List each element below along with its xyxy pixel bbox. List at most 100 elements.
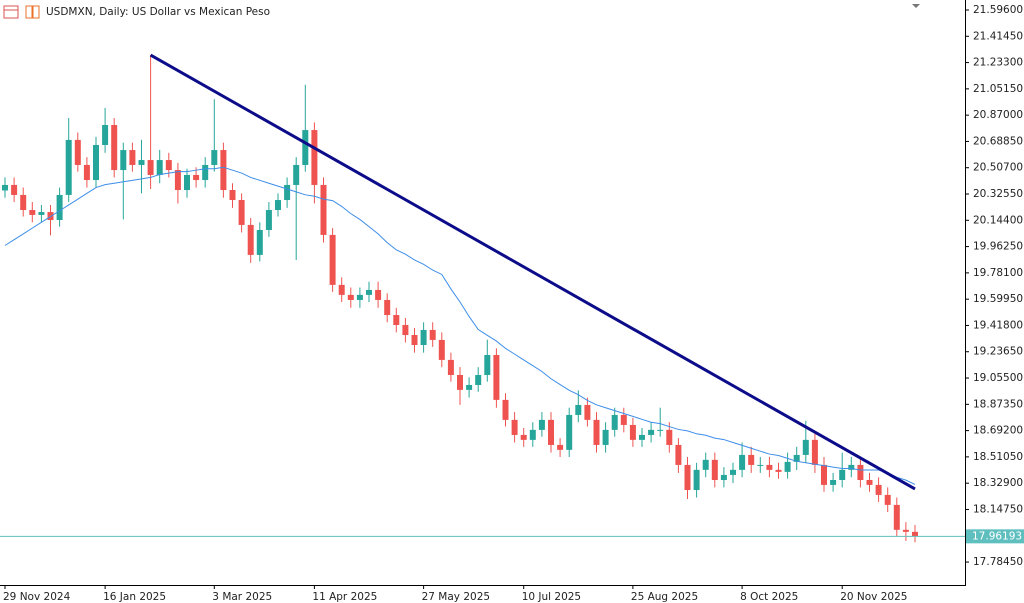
x-tick-label: 8 Oct 2025	[740, 591, 798, 603]
y-tick-label: 21.59600	[973, 4, 1023, 16]
candle-body	[83, 164, 90, 181]
candle-body	[102, 124, 109, 145]
y-tick-label: 17.78450	[973, 556, 1023, 568]
candle-body	[866, 479, 873, 485]
candle-body	[775, 469, 782, 472]
candle-body	[557, 444, 564, 450]
candle-body	[711, 459, 718, 480]
candle-body	[502, 399, 509, 420]
y-tick-label: 21.41450	[973, 30, 1023, 42]
candle-body	[293, 164, 300, 185]
x-tick-label: 20 Nov 2025	[840, 591, 907, 603]
candle-body	[575, 404, 582, 415]
candle-body	[875, 484, 882, 495]
candle-body	[275, 200, 281, 211]
candle-body	[202, 164, 209, 181]
candle-body	[265, 210, 272, 231]
candle-body	[29, 210, 36, 215]
y-tick-label: 18.69200	[973, 425, 1023, 437]
candle-body	[730, 469, 736, 475]
candle-body	[602, 429, 609, 445]
candle-body	[347, 294, 354, 300]
candle-body	[648, 429, 655, 435]
candle-body	[857, 464, 864, 480]
chart-title: USDMXN, Daily: US Dollar vs Mexican Peso	[46, 6, 270, 18]
candle-body	[438, 339, 445, 360]
candle-body	[593, 419, 600, 445]
y-tick-label: 19.05500	[973, 372, 1023, 384]
candle-body	[93, 144, 99, 181]
candle-body	[720, 474, 727, 480]
candle-body	[839, 469, 846, 480]
shift-marker	[912, 4, 920, 8]
candle-body	[429, 329, 436, 340]
candle-body	[65, 139, 72, 195]
candle-body	[811, 439, 818, 465]
x-tick-label: 10 Jul 2025	[522, 591, 581, 603]
x-tick-label: 27 May 2025	[422, 591, 490, 603]
candle-body	[420, 329, 427, 346]
candle-body	[402, 325, 409, 336]
candle-body	[329, 234, 336, 285]
candle-body	[375, 289, 382, 300]
candle-body	[639, 434, 645, 440]
candle-body	[493, 354, 500, 400]
candle-body	[821, 464, 827, 485]
candle-body	[174, 170, 181, 191]
candle-body	[311, 130, 318, 185]
candle-body	[802, 439, 809, 455]
candle-body	[629, 424, 636, 440]
candle-body	[848, 464, 855, 470]
candle-body	[784, 461, 791, 472]
candle-body	[238, 200, 245, 225]
current-price-label: 17.96193	[972, 530, 1022, 542]
candle-body	[902, 529, 909, 532]
y-tick-label: 19.23650	[973, 346, 1023, 358]
candle-body	[620, 414, 627, 425]
y-tick-label: 21.23300	[973, 57, 1023, 69]
candle-body	[193, 174, 200, 181]
candle-body	[912, 531, 918, 537]
x-tick-label: 3 Mar 2025	[212, 591, 272, 603]
y-tick-label: 21.05150	[973, 83, 1023, 95]
candle-body	[138, 160, 145, 165]
candle-body	[302, 130, 309, 165]
candle-body	[320, 184, 327, 235]
candle-body	[584, 404, 591, 420]
y-tick-label: 20.50700	[973, 162, 1023, 174]
candle-body	[457, 374, 463, 390]
y-tick-label: 20.14400	[973, 214, 1023, 226]
candle-body	[366, 289, 372, 295]
candle-body	[247, 224, 254, 255]
candle-body	[884, 494, 891, 505]
y-tick-label: 18.87350	[973, 398, 1023, 410]
candle-body	[739, 454, 746, 470]
x-tick-label: 16 Jan 2025	[103, 591, 166, 603]
candle-body	[611, 414, 618, 430]
y-tick-label: 19.41800	[973, 319, 1023, 331]
candle-body	[393, 315, 400, 326]
candle-body	[165, 160, 172, 171]
icon-bars	[32, 5, 40, 19]
candle-body	[129, 150, 136, 165]
candle-body	[20, 194, 27, 211]
candle-body	[484, 354, 491, 375]
candle-body	[356, 294, 363, 300]
candle-body	[2, 184, 8, 191]
icon-bars	[25, 5, 33, 19]
candle-body	[793, 454, 800, 462]
candle-body	[220, 150, 227, 191]
candle-body	[56, 194, 63, 221]
candle-body	[748, 454, 755, 465]
y-tick-label: 18.51050	[973, 451, 1023, 463]
candle-body	[702, 459, 709, 470]
toolbar-icons	[3, 5, 40, 19]
candle-body	[211, 150, 218, 165]
candle-body	[466, 384, 473, 390]
candle-body	[111, 124, 118, 171]
candle-body	[538, 419, 545, 430]
candle-body	[229, 190, 236, 201]
